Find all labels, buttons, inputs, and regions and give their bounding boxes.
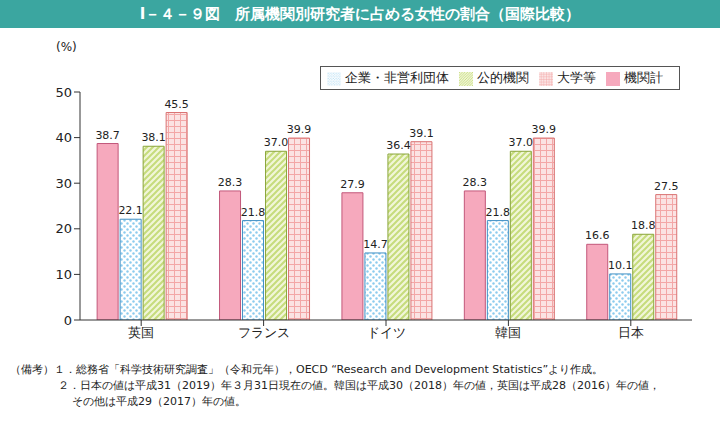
html-text:その他は平成29（2017）年の値。: その他は平成29（2017）年の値。 [72,395,246,408]
svg-text:28.3: 28.3 [218,176,243,189]
svg-text:38.1: 38.1 [141,131,166,144]
svg-text:韓国: 韓国 [495,325,521,340]
svg-text:英国: 英国 [128,325,154,340]
svg-text:30: 30 [55,176,72,191]
svg-text:21.8: 21.8 [486,206,511,219]
svg-text:フランス: フランス [238,325,290,340]
svg-text:10.1: 10.1 [608,259,633,272]
svg-text:14.7: 14.7 [363,238,388,251]
svg-text:40: 40 [55,130,72,145]
svg-text:39.1: 39.1 [409,127,434,140]
svg-text:37.0: 37.0 [264,136,289,149]
svg-text:ドイツ: ドイツ [367,325,406,340]
svg-text:16.6: 16.6 [585,229,610,242]
html-text:公的機関: 公的機関 [477,70,529,85]
svg-text:日本: 日本 [618,325,644,340]
html-text:（備考）１．総務省「科学技術研究調査」（令和元年），OECD: （備考）１．総務省「科学技術研究調査」（令和元年），OECD “Research… [10,363,604,376]
svg-text:50: 50 [55,85,72,100]
html-text:企業・非営利団体: 企業・非営利団体 [345,70,449,85]
svg-text:27.9: 27.9 [340,178,365,191]
svg-text:36.4: 36.4 [386,139,411,152]
html-text:２．日本の値は平成31（2019）年３月31日現在の値。韓国: ２．日本の値は平成31（2019）年３月31日現在の値。韓国は平成30（2018… [58,379,660,392]
svg-text:0: 0 [64,313,72,328]
html-text:機関計: 機関計 [624,70,663,85]
svg-text:18.8: 18.8 [631,219,656,232]
svg-text:22.1: 22.1 [118,204,143,217]
html-text:Ⅰ－４－９図 所属機関別研究者に占める女性の割合（国際比較）: Ⅰ－４－９図 所属機関別研究者に占める女性の割合（国際比較） [139,5,581,23]
svg-text:38.7: 38.7 [95,129,120,142]
svg-text:27.5: 27.5 [654,180,679,193]
svg-text:39.9: 39.9 [532,123,557,136]
svg-text:21.8: 21.8 [241,206,266,219]
svg-text:20: 20 [55,221,72,236]
svg-text:28.3: 28.3 [463,176,488,189]
svg-text:10: 10 [55,267,72,282]
svg-text:37.0: 37.0 [509,136,534,149]
html-text:大学等: 大学等 [557,70,596,85]
svg-text:45.5: 45.5 [164,98,189,111]
svg-text:39.9: 39.9 [287,123,312,136]
